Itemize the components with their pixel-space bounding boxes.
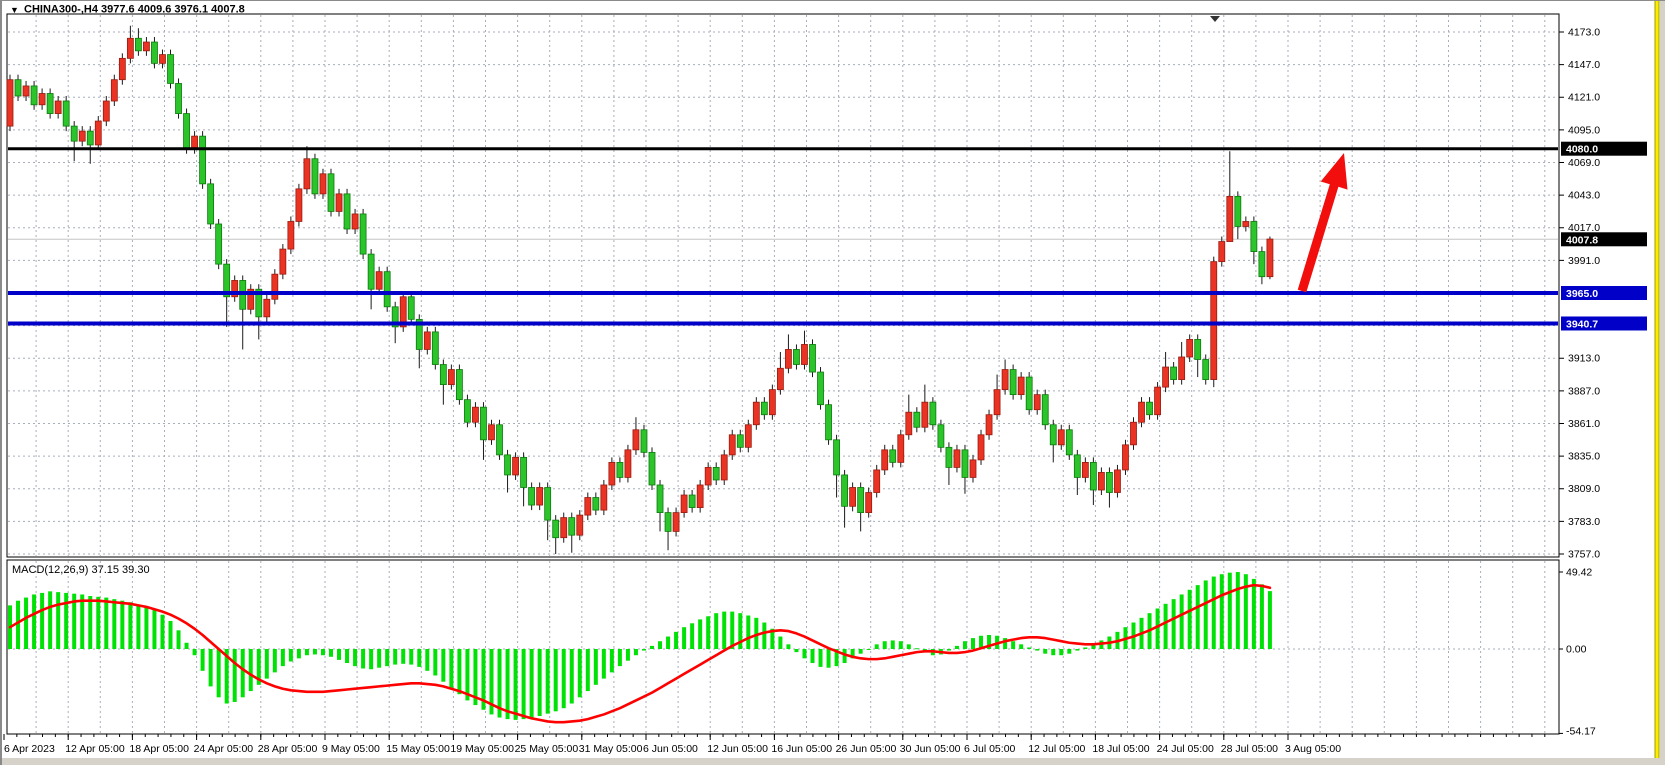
price-tick-label: 3809.0 [1568,483,1600,495]
macd-histogram [8,572,1272,720]
time-tick-label: 31 May 05:00 [579,743,643,755]
macd-tick-label: 0.00 [1566,644,1587,656]
symbol-marker-icon: ▼ [10,5,19,15]
time-tick-label: 12 Jul 05:00 [1028,743,1085,755]
time-tick-label: 3 Aug 05:00 [1285,743,1341,755]
price-tag-label: 4080.0 [1566,144,1598,156]
time-tick-label: 18 Apr 05:00 [129,743,189,755]
macd-tick-label: -54.17 [1566,726,1596,738]
price-tick-label: 3757.0 [1568,548,1600,560]
price-tick-label: 4043.0 [1568,190,1600,202]
time-tick-label: 26 Jun 05:00 [836,743,897,755]
price-tick-label: 3783.0 [1568,516,1600,528]
price-tick-label: 4121.0 [1568,92,1600,104]
price-tick-label: 4147.0 [1568,59,1600,71]
time-tick-label: 24 Apr 05:00 [194,743,254,755]
macd-indicator-label: MACD(12,26,9) 37.15 39.30 [12,564,150,576]
time-tick-label: 28 Jul 05:00 [1221,743,1278,755]
price-axis[interactable]: 4173.0 4147.0 4121.0 4095.0 4069.0 4043.0 4017… [1559,27,1647,738]
time-tick-label: 15 May 05:00 [386,743,450,755]
price-tag-label: 3965.0 [1566,288,1598,300]
macd-signal-line [8,583,1272,724]
time-tick-label: 9 May 05:00 [322,743,380,755]
price-tag-4007.8 [1561,232,1647,247]
chart-shift-marker-icon[interactable] [1210,16,1220,22]
price-tag-label: 3940.7 [1566,318,1598,330]
time-axis[interactable]: 6 Apr 2023 12 Apr 05:00 18 Apr 05:00 24 Apr… [3,734,1546,755]
price-tag-3965.0 [1561,285,1647,300]
time-tick-label: 12 Jun 05:00 [707,743,768,755]
price-tag-4080.0 [1561,141,1647,156]
chart-header-quote: CHINA300-,H4 3977.6 4009.6 3976.1 4007.8 [24,4,245,16]
time-tick-label: 12 Apr 05:00 [65,743,125,755]
time-tick-label: 28 Apr 05:00 [258,743,318,755]
price-tick-label: 4069.0 [1568,157,1600,169]
time-tick-label: 24 Jul 05:00 [1157,743,1214,755]
time-tick-label: 18 Jul 05:00 [1092,743,1149,755]
trend-arrow-annotation[interactable] [1297,153,1348,293]
price-tick-label: 3861.0 [1568,418,1600,430]
price-tick-label: 3913.0 [1568,353,1600,365]
candlestick-layer [6,25,1274,554]
price-tick-label: 4095.0 [1568,124,1600,136]
time-tick-label: 25 May 05:00 [515,743,579,755]
price-tag-label: 4007.8 [1566,234,1598,246]
time-tick-label: 6 Jun 05:00 [643,743,698,755]
price-tick-label: 3887.0 [1568,385,1600,397]
arrow-layer[interactable] [1297,153,1348,293]
time-tick-label: 6 Jul 05:00 [964,743,1016,755]
time-tick-label: 16 Jun 05:00 [771,743,832,755]
price-tick-label: 4173.0 [1568,27,1600,39]
time-tick-label: 30 Jun 05:00 [900,743,961,755]
time-tick-label: 19 May 05:00 [450,743,514,755]
window-edge-highlight [1655,1,1659,765]
price-tick-label: 3835.0 [1568,451,1600,463]
shift-marker-layer[interactable] [1210,16,1220,22]
macd-tick-label: 49.42 [1566,567,1592,579]
price-tick-label: 3991.0 [1568,255,1600,267]
price-tag-3940.7 [1561,316,1647,331]
price-tick-label: 4017.0 [1568,222,1600,234]
time-tick-label: 6 Apr 2023 [4,743,55,755]
